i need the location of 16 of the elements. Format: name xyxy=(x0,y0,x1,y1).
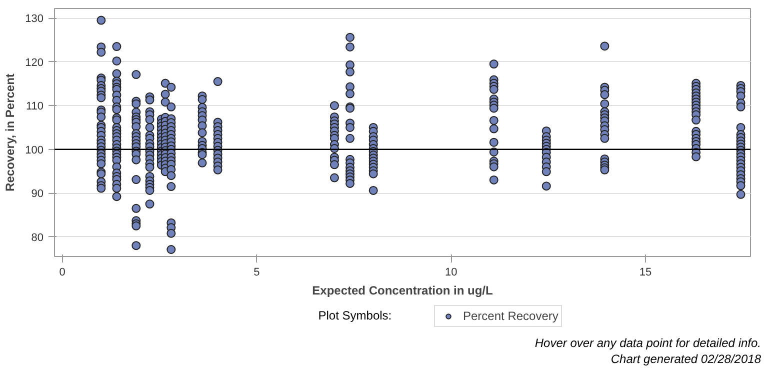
x-tick-label: 10 xyxy=(444,266,458,278)
legend-title: Plot Symbols: xyxy=(318,308,392,322)
text: Hover over any data point for detailed info. xyxy=(534,336,761,350)
x-tick-label: 5 xyxy=(254,266,260,278)
y-tick-label: 100 xyxy=(25,144,44,156)
y-tick-label: 90 xyxy=(31,188,44,200)
x-tick-label: 15 xyxy=(639,266,652,278)
y-tick-label: 80 xyxy=(31,232,44,244)
x-tick-label: 0 xyxy=(59,266,66,278)
y-tick-label: 130 xyxy=(25,13,44,26)
x-axis-title: Expected Concentration in ug/L xyxy=(312,284,493,298)
legend-label: Percent Recovery xyxy=(463,309,558,323)
y-tick-label: 120 xyxy=(25,56,44,69)
y-tick-label: 110 xyxy=(26,100,44,113)
y-axis-title: Recovery, in Percent xyxy=(3,74,18,192)
text: Chart generated 02/28/2018 xyxy=(610,352,761,366)
